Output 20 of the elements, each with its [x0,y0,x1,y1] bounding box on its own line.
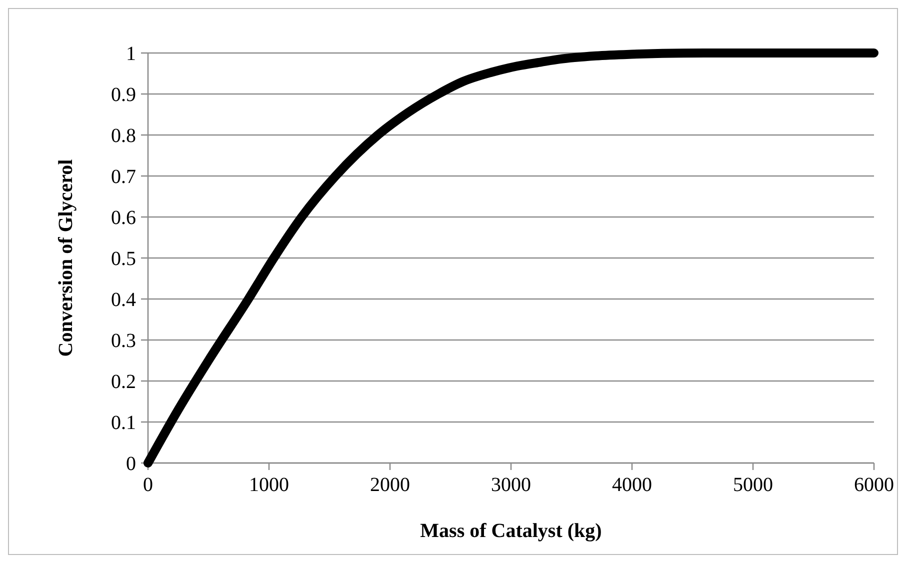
x-tick-label: 3000 [491,474,531,496]
y-tick-label: 0.4 [111,289,136,311]
x-tick-label: 6000 [854,474,894,496]
y-tick-label: 0.6 [111,207,136,229]
y-tick-label: 0.2 [111,371,136,393]
y-tick-label: 0.7 [111,166,136,188]
x-tick-label: 2000 [370,474,410,496]
x-tick-label: 5000 [733,474,773,496]
y-tick-label: 0.5 [111,248,136,270]
x-tick-label: 4000 [612,474,652,496]
y-tick-label: 0.1 [111,412,136,434]
y-axis-title: Conversion of Glycerol [55,158,77,357]
x-tick-label: 1000 [249,474,289,496]
y-tick-label: 0 [126,453,136,475]
x-tick-label: 0 [143,474,153,496]
y-tick-label: 0.3 [111,330,136,352]
y-tick-label: 0.8 [111,125,136,147]
x-axis-title: Mass of Catalyst (kg) [420,520,602,542]
y-tick-label: 1 [126,43,136,65]
y-tick-label: 0.9 [111,84,136,106]
